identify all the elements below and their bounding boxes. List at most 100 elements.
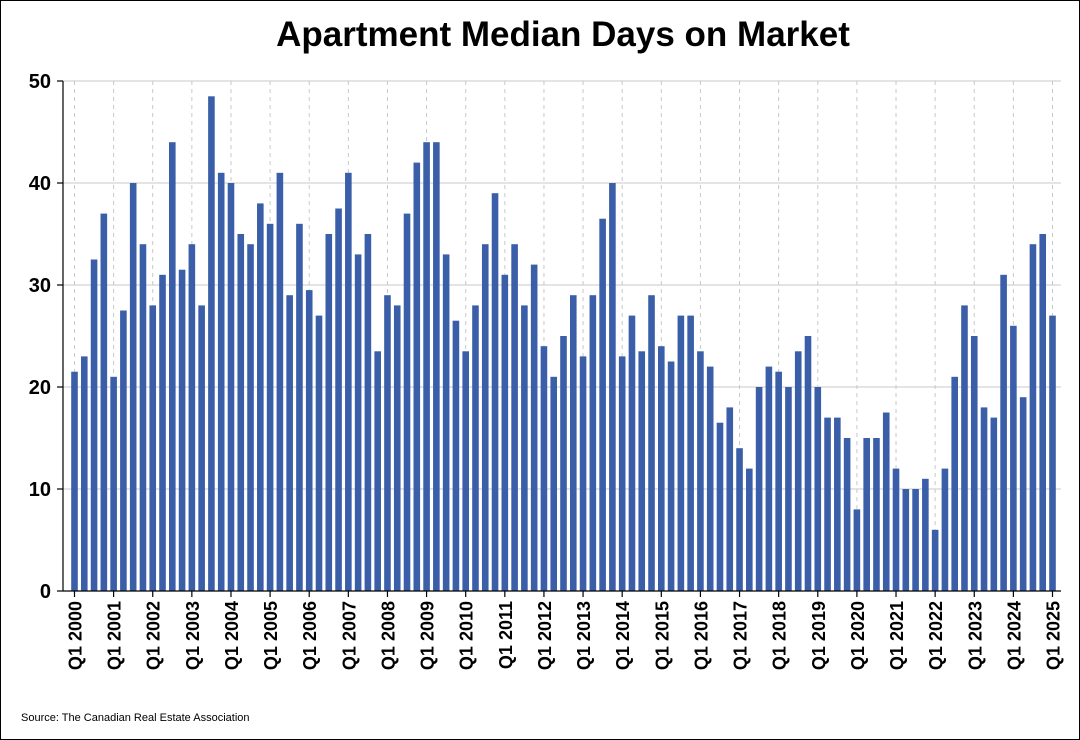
bar (354, 254, 362, 591)
x-tick-label: Q1 2004 (222, 601, 242, 670)
bar (814, 387, 822, 591)
bar (951, 376, 958, 591)
bar (765, 366, 773, 591)
bar (843, 438, 851, 591)
bar (697, 351, 704, 591)
bar (90, 259, 98, 591)
bar (687, 315, 694, 591)
bar (521, 305, 528, 591)
bar (775, 371, 782, 591)
bar (237, 234, 245, 591)
bar (120, 310, 127, 591)
bar (677, 315, 685, 591)
bar (159, 274, 166, 591)
bar (374, 351, 381, 591)
bar (785, 387, 792, 591)
bar (335, 208, 342, 591)
bar (794, 351, 802, 591)
x-tick-label: Q1 2007 (339, 601, 359, 670)
bar (716, 422, 724, 591)
bar (325, 234, 333, 591)
bar (892, 468, 900, 591)
bar (1029, 244, 1037, 591)
bar (80, 356, 88, 591)
bar (100, 213, 108, 591)
bar (863, 438, 870, 591)
bar (746, 468, 753, 591)
bar (227, 183, 235, 591)
y-tick-label: 20 (29, 377, 51, 399)
bar (912, 489, 919, 591)
x-tick-label: Q1 2025 (1044, 601, 1064, 670)
bar (961, 305, 968, 591)
bar (648, 295, 655, 591)
bar (1010, 325, 1017, 591)
y-tick-label: 0 (40, 581, 51, 603)
bar (384, 295, 391, 591)
bar (882, 412, 890, 591)
source-note: Source: The Canadian Real Estate Associa… (21, 712, 250, 724)
bar (804, 336, 812, 591)
bar (569, 295, 577, 591)
bar (824, 417, 831, 591)
bar (902, 489, 910, 591)
bar (834, 417, 841, 591)
x-tick-label: Q1 2005 (261, 601, 281, 670)
bar (110, 376, 117, 591)
bar (560, 336, 567, 591)
x-tick-label: Q1 2020 (848, 601, 868, 670)
bar (980, 407, 988, 591)
x-tick-label: Q1 2022 (926, 601, 946, 670)
bar (305, 290, 313, 591)
x-tick-label: Q1 2024 (1004, 601, 1024, 670)
bar (286, 295, 293, 591)
bar (442, 254, 450, 591)
bar (149, 305, 157, 591)
bar (393, 305, 401, 591)
x-tick-label: Q1 2014 (613, 601, 633, 670)
bar (638, 351, 646, 591)
bar (599, 218, 606, 591)
bar (736, 448, 743, 591)
bar (71, 371, 78, 591)
bar (257, 203, 264, 591)
bar (755, 387, 763, 591)
bar (618, 356, 626, 591)
y-tick-label: 40 (29, 173, 51, 195)
x-tick-label: Q1 2006 (300, 601, 320, 670)
x-tick-label: Q1 2001 (105, 601, 125, 670)
x-tick-label: Q1 2021 (887, 601, 907, 670)
x-tick-label: Q1 2019 (809, 601, 829, 670)
bar (178, 269, 186, 591)
x-tick-label: Q1 2003 (183, 601, 203, 670)
bar (433, 142, 440, 591)
x-tick-label: Q1 2013 (574, 601, 594, 670)
bar (247, 244, 254, 591)
x-tick-label: Q1 2018 (770, 601, 790, 670)
bar (188, 244, 196, 591)
bar (208, 96, 215, 592)
bar (853, 509, 861, 591)
bar (990, 417, 998, 591)
x-tick-label: Q1 2008 (378, 601, 398, 670)
bar (550, 376, 558, 591)
bar (423, 142, 430, 591)
bar (579, 356, 587, 591)
x-tick-label: Q1 2002 (144, 601, 164, 670)
x-tick-label: Q1 2016 (691, 601, 711, 670)
y-tick-label: 30 (29, 275, 51, 297)
x-tick-label: Q1 2023 (965, 601, 985, 670)
bar (472, 305, 479, 591)
bar (931, 529, 939, 591)
bar (658, 346, 665, 591)
bar (589, 295, 597, 591)
bar (1000, 274, 1007, 591)
bar (501, 274, 509, 591)
bar (511, 244, 518, 591)
x-tick-label: Q1 2000 (66, 601, 86, 670)
bar (540, 346, 548, 591)
bar (628, 315, 636, 591)
bar (266, 223, 274, 592)
